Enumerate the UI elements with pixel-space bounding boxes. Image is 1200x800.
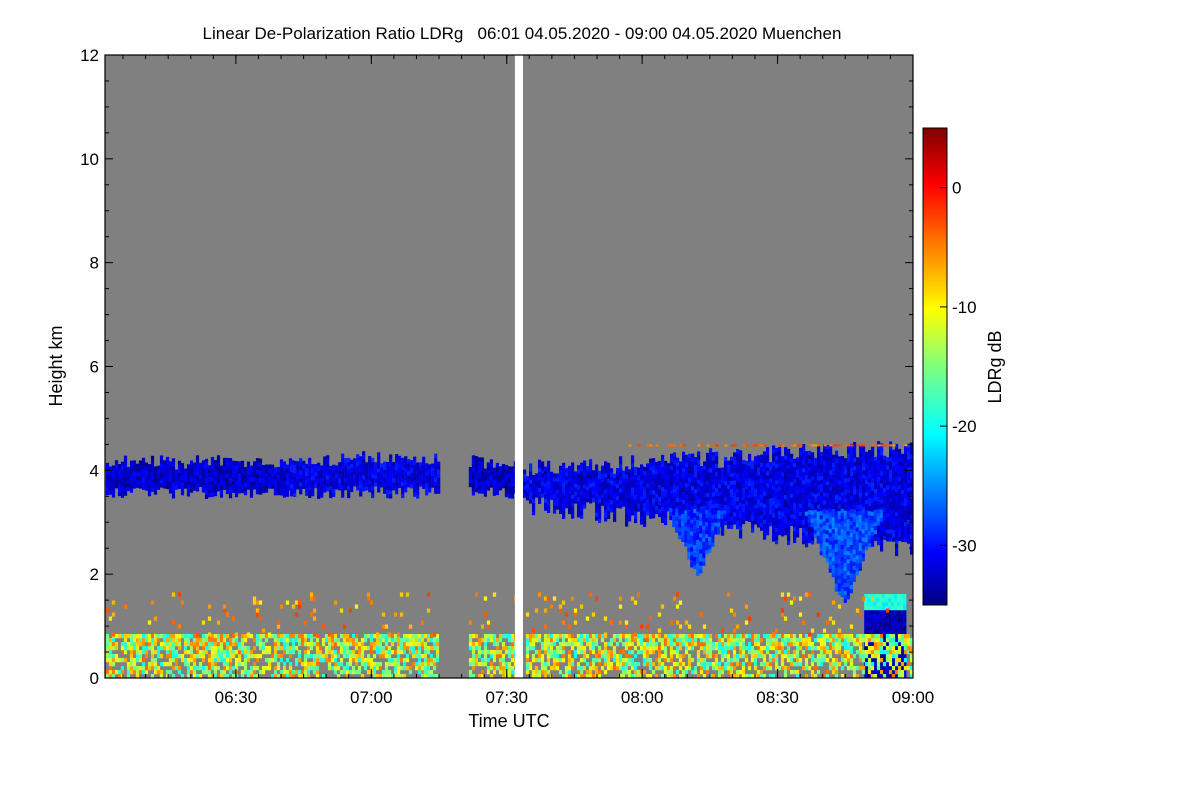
region-ice-fall-streak-2	[804, 508, 883, 603]
colorbar	[922, 127, 948, 606]
y-axis-label: Height km	[46, 325, 66, 406]
colorbar-tick-label: 0	[952, 179, 961, 198]
x-tick-label: 06:30	[215, 688, 258, 707]
y-tick-label: 6	[90, 358, 99, 377]
x-tick-label: 07:00	[350, 688, 393, 707]
x-axis: 06:30 07:00 07:30 08:00 08:30 09:00	[122, 55, 935, 707]
region-cirrus-layer-2	[290, 451, 441, 499]
plot-background	[105, 55, 913, 678]
region-cirrus-layer-3	[468, 455, 517, 499]
region-aerosol-lines	[105, 592, 890, 637]
x-axis-label: Time UTC	[468, 711, 549, 731]
x-tick-label: 07:30	[485, 688, 528, 707]
x-tick-label: 08:30	[756, 688, 799, 707]
y-tick-label: 4	[90, 461, 99, 480]
region-cirrus-layer-1	[105, 455, 293, 499]
colorbar-tick-label: -30	[952, 536, 977, 555]
colorbar-tick-label: -10	[952, 298, 977, 317]
y-tick-label: 0	[90, 669, 99, 688]
heatmap-layer	[105, 55, 913, 678]
cirrus-top-streak	[628, 444, 908, 447]
y-tick-label: 10	[80, 150, 99, 169]
y-tick-label: 12	[80, 46, 99, 65]
data-gap-band	[514, 55, 523, 678]
y-tick-label: 8	[90, 254, 99, 273]
colorbar-ticks: 0 -10 -20 -30	[940, 179, 977, 555]
y-tick-label: 2	[90, 565, 99, 584]
x-tick-label: 08:00	[621, 688, 664, 707]
x-tick-label: 09:00	[892, 688, 935, 707]
region-ice-fall-streak-1	[669, 507, 727, 576]
chart-title: Linear De-Polarization Ratio LDRg 06:01 …	[203, 24, 842, 43]
colorbar-label: LDRg dB	[985, 330, 1005, 403]
colorbar-tick-label: -20	[952, 417, 977, 436]
y-axis: 0 2 4 6 8 10 12	[80, 46, 913, 688]
